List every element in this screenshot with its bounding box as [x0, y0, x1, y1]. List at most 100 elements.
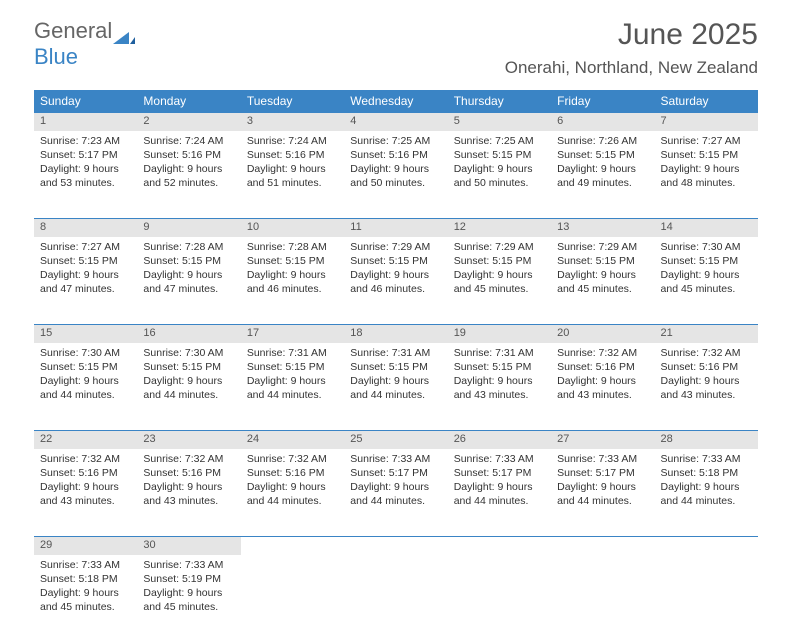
day-cell	[655, 555, 758, 643]
sunset-line: Sunset: 5:16 PM	[143, 466, 234, 480]
day-number-cell: 19	[448, 325, 551, 343]
day-number-cell	[448, 537, 551, 555]
day-number-cell: 15	[34, 325, 137, 343]
day-cell: Sunrise: 7:32 AMSunset: 5:16 PMDaylight:…	[241, 449, 344, 537]
day-number-cell: 27	[551, 431, 654, 449]
day-header: Monday	[137, 90, 240, 113]
day-content: Sunrise: 7:24 AMSunset: 5:16 PMDaylight:…	[137, 131, 240, 197]
day-cell: Sunrise: 7:27 AMSunset: 5:15 PMDaylight:…	[655, 131, 758, 219]
day-number-cell	[551, 537, 654, 555]
day-content: Sunrise: 7:33 AMSunset: 5:19 PMDaylight:…	[137, 555, 240, 621]
day-cell: Sunrise: 7:33 AMSunset: 5:17 PMDaylight:…	[344, 449, 447, 537]
daylight-line: Daylight: 9 hours and 44 minutes.	[557, 480, 648, 508]
day-content: Sunrise: 7:31 AMSunset: 5:15 PMDaylight:…	[241, 343, 344, 409]
daylight-line: Daylight: 9 hours and 45 minutes.	[454, 268, 545, 296]
daylight-line: Daylight: 9 hours and 53 minutes.	[40, 162, 131, 190]
sunset-line: Sunset: 5:15 PM	[557, 148, 648, 162]
sunset-line: Sunset: 5:15 PM	[350, 254, 441, 268]
sunset-line: Sunset: 5:17 PM	[350, 466, 441, 480]
day-cell: Sunrise: 7:30 AMSunset: 5:15 PMDaylight:…	[655, 237, 758, 325]
sunset-line: Sunset: 5:16 PM	[661, 360, 752, 374]
sunrise-line: Sunrise: 7:32 AM	[661, 346, 752, 360]
day-cell: Sunrise: 7:29 AMSunset: 5:15 PMDaylight:…	[448, 237, 551, 325]
day-cell: Sunrise: 7:23 AMSunset: 5:17 PMDaylight:…	[34, 131, 137, 219]
day-cell: Sunrise: 7:31 AMSunset: 5:15 PMDaylight:…	[344, 343, 447, 431]
day-number-cell: 22	[34, 431, 137, 449]
day-number-row: 15161718192021	[34, 325, 758, 343]
day-content: Sunrise: 7:33 AMSunset: 5:17 PMDaylight:…	[344, 449, 447, 515]
day-header: Thursday	[448, 90, 551, 113]
day-content: Sunrise: 7:32 AMSunset: 5:16 PMDaylight:…	[551, 343, 654, 409]
sunrise-line: Sunrise: 7:24 AM	[143, 134, 234, 148]
day-number-cell	[344, 537, 447, 555]
daylight-line: Daylight: 9 hours and 43 minutes.	[557, 374, 648, 402]
sunset-line: Sunset: 5:15 PM	[40, 360, 131, 374]
sunset-line: Sunset: 5:19 PM	[143, 572, 234, 586]
daylight-line: Daylight: 9 hours and 43 minutes.	[143, 480, 234, 508]
daylight-line: Daylight: 9 hours and 47 minutes.	[40, 268, 131, 296]
day-content: Sunrise: 7:32 AMSunset: 5:16 PMDaylight:…	[137, 449, 240, 515]
day-number-cell: 11	[344, 219, 447, 237]
sunrise-line: Sunrise: 7:32 AM	[247, 452, 338, 466]
daylight-line: Daylight: 9 hours and 43 minutes.	[40, 480, 131, 508]
daylight-line: Daylight: 9 hours and 44 minutes.	[454, 480, 545, 508]
daylight-line: Daylight: 9 hours and 50 minutes.	[454, 162, 545, 190]
day-cell: Sunrise: 7:30 AMSunset: 5:15 PMDaylight:…	[137, 343, 240, 431]
day-number-cell: 12	[448, 219, 551, 237]
sunrise-line: Sunrise: 7:26 AM	[557, 134, 648, 148]
sunset-line: Sunset: 5:17 PM	[557, 466, 648, 480]
day-content: Sunrise: 7:28 AMSunset: 5:15 PMDaylight:…	[241, 237, 344, 303]
sunrise-line: Sunrise: 7:33 AM	[143, 558, 234, 572]
daylight-line: Daylight: 9 hours and 45 minutes.	[40, 586, 131, 614]
sunrise-line: Sunrise: 7:25 AM	[350, 134, 441, 148]
sunset-line: Sunset: 5:15 PM	[143, 254, 234, 268]
day-number-cell: 20	[551, 325, 654, 343]
daylight-line: Daylight: 9 hours and 44 minutes.	[143, 374, 234, 402]
sunrise-line: Sunrise: 7:32 AM	[40, 452, 131, 466]
sunset-line: Sunset: 5:15 PM	[661, 148, 752, 162]
day-number-cell: 23	[137, 431, 240, 449]
sunset-line: Sunset: 5:16 PM	[40, 466, 131, 480]
sunset-line: Sunset: 5:15 PM	[661, 254, 752, 268]
day-number-cell: 5	[448, 113, 551, 131]
day-cell: Sunrise: 7:31 AMSunset: 5:15 PMDaylight:…	[448, 343, 551, 431]
day-cell: Sunrise: 7:25 AMSunset: 5:15 PMDaylight:…	[448, 131, 551, 219]
day-number-cell: 1	[34, 113, 137, 131]
day-content: Sunrise: 7:27 AMSunset: 5:15 PMDaylight:…	[34, 237, 137, 303]
day-cell: Sunrise: 7:24 AMSunset: 5:16 PMDaylight:…	[137, 131, 240, 219]
day-cell: Sunrise: 7:26 AMSunset: 5:15 PMDaylight:…	[551, 131, 654, 219]
header: General June 2025 Onerahi, Northland, Ne…	[0, 0, 792, 82]
day-header: Wednesday	[344, 90, 447, 113]
day-content: Sunrise: 7:31 AMSunset: 5:15 PMDaylight:…	[344, 343, 447, 409]
day-content-row: Sunrise: 7:30 AMSunset: 5:15 PMDaylight:…	[34, 343, 758, 431]
daylight-line: Daylight: 9 hours and 43 minutes.	[661, 374, 752, 402]
day-number-cell: 17	[241, 325, 344, 343]
day-number-cell: 24	[241, 431, 344, 449]
day-number-cell: 16	[137, 325, 240, 343]
day-number-cell: 14	[655, 219, 758, 237]
calendar-table: SundayMondayTuesdayWednesdayThursdayFrid…	[34, 90, 758, 643]
sunset-line: Sunset: 5:17 PM	[40, 148, 131, 162]
day-content: Sunrise: 7:32 AMSunset: 5:16 PMDaylight:…	[34, 449, 137, 515]
day-number-cell: 18	[344, 325, 447, 343]
day-content: Sunrise: 7:33 AMSunset: 5:17 PMDaylight:…	[448, 449, 551, 515]
day-content: Sunrise: 7:23 AMSunset: 5:17 PMDaylight:…	[34, 131, 137, 197]
day-content-row: Sunrise: 7:32 AMSunset: 5:16 PMDaylight:…	[34, 449, 758, 537]
sunset-line: Sunset: 5:15 PM	[247, 254, 338, 268]
day-content: Sunrise: 7:33 AMSunset: 5:18 PMDaylight:…	[655, 449, 758, 515]
daylight-line: Daylight: 9 hours and 44 minutes.	[40, 374, 131, 402]
day-content: Sunrise: 7:24 AMSunset: 5:16 PMDaylight:…	[241, 131, 344, 197]
day-cell: Sunrise: 7:24 AMSunset: 5:16 PMDaylight:…	[241, 131, 344, 219]
day-content: Sunrise: 7:25 AMSunset: 5:16 PMDaylight:…	[344, 131, 447, 197]
sunrise-line: Sunrise: 7:30 AM	[40, 346, 131, 360]
day-number-cell: 25	[344, 431, 447, 449]
day-cell: Sunrise: 7:33 AMSunset: 5:17 PMDaylight:…	[551, 449, 654, 537]
sunrise-line: Sunrise: 7:29 AM	[454, 240, 545, 254]
day-content: Sunrise: 7:30 AMSunset: 5:15 PMDaylight:…	[655, 237, 758, 303]
day-content: Sunrise: 7:26 AMSunset: 5:15 PMDaylight:…	[551, 131, 654, 197]
day-cell	[344, 555, 447, 643]
daylight-line: Daylight: 9 hours and 47 minutes.	[143, 268, 234, 296]
day-content: Sunrise: 7:29 AMSunset: 5:15 PMDaylight:…	[551, 237, 654, 303]
day-content: Sunrise: 7:29 AMSunset: 5:15 PMDaylight:…	[448, 237, 551, 303]
day-content: Sunrise: 7:30 AMSunset: 5:15 PMDaylight:…	[137, 343, 240, 409]
